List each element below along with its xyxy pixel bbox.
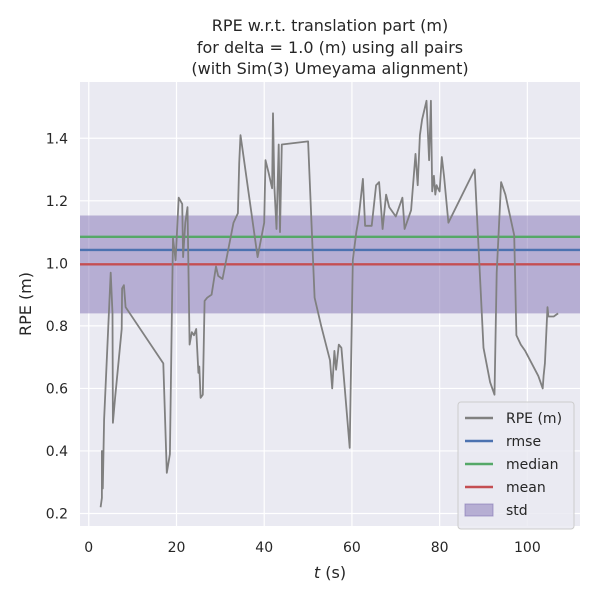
legend-label-std: std xyxy=(506,503,528,519)
x-tick-label: 0 xyxy=(84,540,93,556)
legend-label-rpe-m: RPE (m) xyxy=(506,411,562,427)
y-axis-label: RPE (m) xyxy=(16,272,35,336)
chart-title-line-1: RPE w.r.t. translation part (m) xyxy=(212,16,448,35)
legend-swatch-std xyxy=(464,503,494,517)
chart-title-line-2: for delta = 1.0 (m) using all pairs xyxy=(197,38,463,57)
y-tick-label: 1.0 xyxy=(46,256,68,272)
rpe-series-line xyxy=(99,99,559,508)
x-tick-label: 40 xyxy=(255,540,273,556)
x-axis-unit: (s) xyxy=(320,563,346,582)
legend-box xyxy=(457,401,575,530)
y-tick-label: 0.2 xyxy=(46,506,68,522)
chart-title-line-3: (with Sim(3) Umeyama alignment) xyxy=(191,59,468,78)
legend-label-rmse: rmse xyxy=(506,434,541,450)
legend-label-median: median xyxy=(506,457,558,473)
y-tick-label: 0.4 xyxy=(46,444,68,460)
x-tick-labels: 0 20 40 60 80 100 xyxy=(84,540,540,556)
legend: RPE (m) rmse median mean std xyxy=(457,401,575,530)
y-tick-label: 1.4 xyxy=(46,131,68,147)
y-tick-label: 1.2 xyxy=(46,194,68,210)
x-tick-label: 20 xyxy=(168,540,186,556)
x-tick-label: 100 xyxy=(514,540,541,556)
x-axis-variable: t xyxy=(314,563,321,582)
legend-label-mean: mean xyxy=(506,480,546,496)
x-tick-label: 80 xyxy=(431,540,449,556)
x-axis-label: t (s) xyxy=(314,563,346,582)
series-group xyxy=(99,99,559,508)
y-tick-label: 0.8 xyxy=(46,319,68,335)
y-tick-label: 0.6 xyxy=(46,381,68,397)
x-tick-label: 60 xyxy=(343,540,361,556)
y-tick-labels: 0.2 0.4 0.6 0.8 1.0 1.2 1.4 xyxy=(46,131,68,522)
